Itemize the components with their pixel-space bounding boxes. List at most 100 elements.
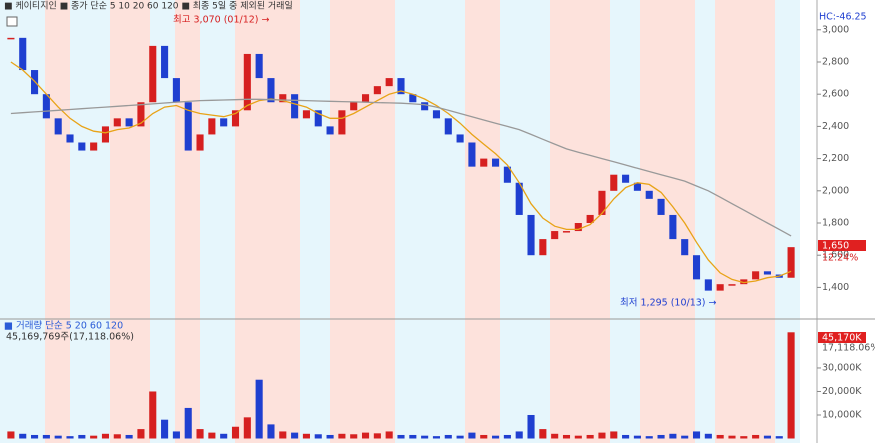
legend: ■ 케이티지인 ■ 종가 단순 5 10 20 60 120 ■ 최종 5일 중… — [4, 0, 293, 12]
candle — [527, 214, 535, 256]
candle — [90, 142, 98, 151]
candle — [492, 158, 500, 167]
high-note: 최고 3,070 (01/12) → — [173, 15, 270, 26]
band — [550, 0, 610, 443]
volume-bar — [255, 379, 263, 439]
band — [300, 0, 330, 443]
y-tick-label: 2,200 — [822, 153, 849, 164]
volume-bar — [539, 429, 547, 439]
candle — [503, 166, 511, 183]
volume-bar — [421, 435, 429, 439]
volume-bar — [220, 433, 228, 439]
band — [775, 0, 800, 443]
candle — [468, 142, 476, 167]
candle — [633, 182, 641, 191]
candle — [752, 271, 760, 280]
band — [610, 0, 640, 443]
candle — [456, 134, 464, 143]
candle — [480, 158, 488, 167]
volume-legend: ■ 거래량 단순 5 20 60 120 — [4, 320, 123, 332]
volume-bar — [444, 434, 452, 439]
candle — [763, 271, 771, 275]
candle — [586, 214, 594, 224]
volume-bar — [397, 434, 405, 439]
band — [395, 0, 465, 443]
candle — [279, 94, 287, 103]
candle — [444, 118, 452, 135]
candle — [243, 53, 251, 111]
band — [45, 0, 70, 443]
band — [695, 0, 715, 443]
candle — [740, 279, 748, 285]
y-tick-label: 1,800 — [822, 218, 849, 229]
candle — [314, 110, 322, 127]
candle — [551, 231, 559, 240]
candle — [562, 231, 571, 233]
candle — [716, 284, 724, 291]
hc-label: HC:-46.25 — [819, 12, 867, 23]
candle — [208, 118, 216, 135]
last-box — [818, 240, 866, 251]
volume-bar — [704, 433, 712, 439]
volume-bar — [125, 434, 133, 439]
volume-bar — [432, 436, 441, 439]
volume-bar — [231, 426, 240, 439]
volume-bar — [763, 435, 771, 439]
candle — [7, 37, 15, 40]
volume-bar — [385, 431, 393, 439]
volume-bar — [208, 432, 216, 439]
y-tick-label: 2,600 — [822, 89, 849, 100]
y-tick-label: 10,000K — [822, 409, 862, 420]
volume-bar — [90, 435, 98, 439]
ma-line — [10, 61, 792, 284]
volume-bar — [728, 435, 736, 439]
candle — [350, 102, 358, 111]
band — [175, 0, 200, 443]
volume-bar — [669, 433, 677, 439]
volume-bar — [645, 436, 653, 439]
volume-bar — [113, 434, 121, 439]
y-tick-label: 2,400 — [822, 121, 849, 132]
volume-bar — [515, 431, 523, 439]
y-tick-label: 30,000K — [822, 362, 862, 373]
candle — [113, 118, 121, 127]
candle — [385, 78, 393, 87]
candle — [125, 118, 133, 127]
volume-bar — [54, 435, 62, 439]
candle — [291, 94, 299, 119]
volume-bar — [373, 433, 381, 439]
candle — [220, 118, 228, 127]
candle — [598, 190, 606, 215]
volume-bar — [610, 431, 618, 439]
volume-bar — [149, 391, 157, 439]
volume-bar — [243, 417, 251, 439]
volume-bar — [716, 434, 724, 439]
volume-bar — [492, 435, 500, 439]
candle — [622, 174, 630, 183]
volume-bar — [361, 432, 370, 439]
band — [330, 0, 395, 443]
volume-bar — [196, 429, 204, 439]
candle — [149, 45, 157, 103]
band — [640, 0, 695, 443]
candle — [539, 239, 547, 256]
volume-bar — [551, 433, 559, 439]
candle — [42, 94, 50, 119]
y-tick-label: 1,600 — [822, 250, 849, 261]
candle — [302, 110, 310, 119]
candle — [19, 37, 27, 71]
volume-bar — [184, 407, 192, 439]
candle — [101, 126, 110, 143]
volume-bar — [161, 419, 169, 439]
candle — [231, 110, 240, 127]
candle — [574, 223, 582, 232]
volume-bar — [562, 434, 571, 439]
candle — [184, 102, 192, 151]
y-tick-label: 2,800 — [822, 56, 849, 67]
candle — [361, 94, 370, 103]
band — [465, 0, 500, 443]
candle — [373, 86, 381, 95]
band — [70, 0, 110, 443]
volume-bar — [314, 434, 322, 439]
volume-bar — [681, 435, 689, 439]
